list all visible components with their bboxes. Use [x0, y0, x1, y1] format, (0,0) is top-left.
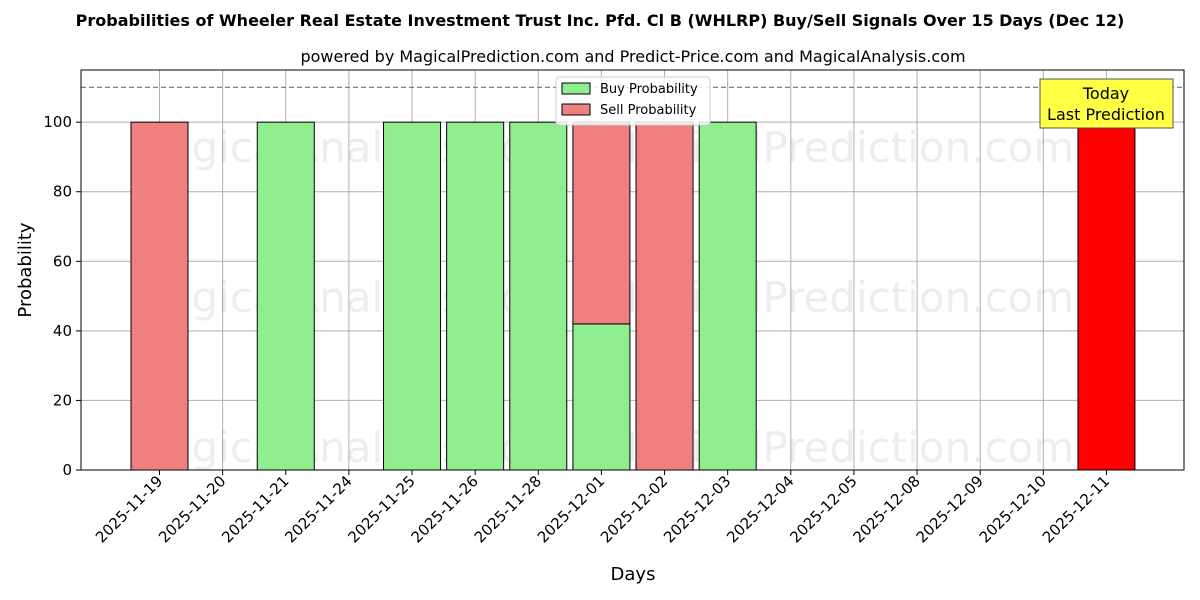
y-axis-label: Probability [15, 222, 36, 317]
legend-box [555, 76, 711, 126]
y-tick-label: 60 [53, 252, 72, 270]
plot-frame [80, 69, 1185, 471]
legend-swatch [561, 82, 591, 95]
y-tick-label: 40 [53, 322, 72, 340]
x-axis: 2025-11-192025-11-202025-11-212025-11-24… [92, 470, 1113, 546]
legend-swatch [561, 103, 591, 116]
annotation-text: Last Prediction [1047, 105, 1165, 124]
x-tick-label: 2025-12-11 [1039, 472, 1113, 546]
buy-bar [383, 121, 442, 471]
x-tick-label: 2025-11-24 [281, 472, 355, 546]
legend: Buy Probability Sell Probability [555, 76, 711, 126]
buy-bar [698, 121, 757, 471]
sell-bar [1077, 121, 1136, 471]
x-tick-label: 2025-11-28 [471, 472, 545, 546]
x-tick-label: 2025-12-10 [976, 472, 1050, 546]
buy-bar [572, 323, 631, 471]
annotation-box [1039, 78, 1174, 129]
y-tick-label: 0 [62, 461, 72, 479]
legend-label: Buy Probability [600, 82, 698, 97]
x-tick-label: 2025-11-20 [155, 472, 229, 546]
y-tick-label: 100 [43, 113, 72, 131]
legend-label: Sell Probability [600, 103, 697, 118]
y-tick-label: 80 [53, 183, 72, 201]
y-tick-label: 20 [53, 391, 72, 409]
annotation-text: Today [1082, 84, 1129, 103]
buy-bar [509, 121, 568, 471]
buy-bar [446, 121, 505, 471]
x-tick-label: 2025-12-02 [597, 472, 671, 546]
chart-title: Probabilities of Wheeler Real Estate Inv… [76, 11, 1125, 30]
x-axis-label: Days [611, 564, 656, 585]
sell-bar [130, 121, 189, 471]
x-tick-label: 2025-12-01 [534, 472, 608, 546]
sell-bar [635, 121, 694, 471]
x-tick-label: 2025-11-25 [344, 472, 418, 546]
buy-bar [256, 121, 315, 471]
sell-bar [572, 121, 631, 325]
x-tick-label: 2025-12-09 [913, 472, 987, 546]
x-tick-label: 2025-12-05 [786, 472, 860, 546]
x-tick-label: 2025-12-08 [850, 472, 924, 546]
chart-subtitle: powered by MagicalPrediction.com and Pre… [300, 47, 965, 66]
y-axis: 0 20 40 60 80 100 [43, 113, 81, 479]
x-tick-label: 2025-11-21 [218, 472, 292, 546]
today-annotation: Today Last Prediction [1039, 78, 1174, 129]
x-tick-label: 2025-12-03 [660, 472, 734, 546]
x-tick-label: 2025-11-26 [408, 472, 482, 546]
x-tick-label: 2025-12-04 [723, 472, 797, 546]
x-tick-label: 2025-11-19 [92, 472, 166, 546]
